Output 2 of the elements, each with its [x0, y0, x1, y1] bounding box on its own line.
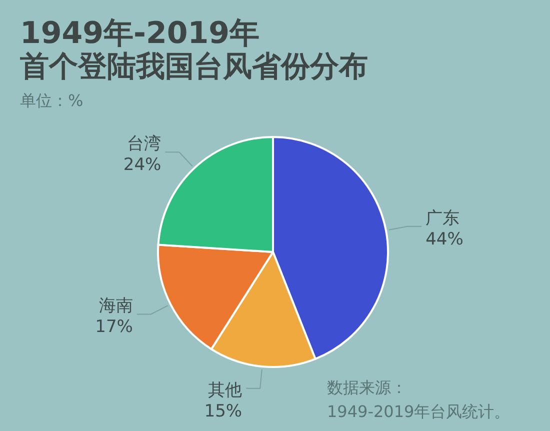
title: 1949年-2019年 — [20, 16, 260, 51]
subtitle: 首个登陆我国台风省份分布 — [20, 49, 368, 83]
